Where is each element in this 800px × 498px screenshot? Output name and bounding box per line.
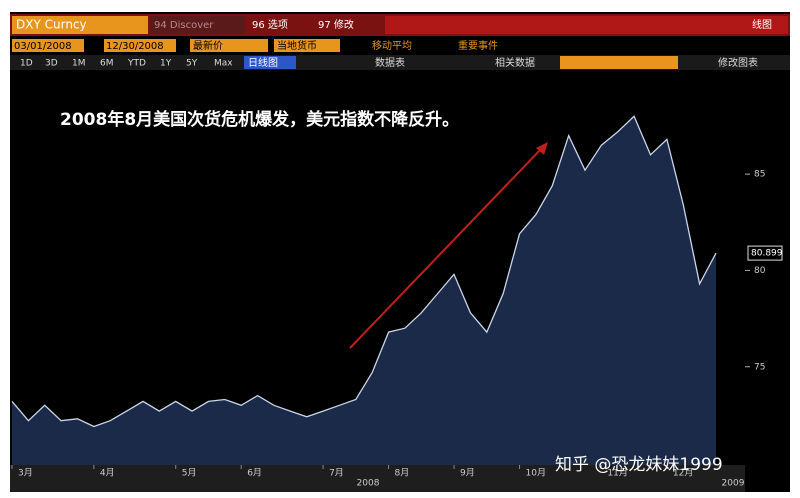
period-button[interactable]: Max xyxy=(214,59,233,69)
moving-avg[interactable]: 移动平均 xyxy=(372,39,412,52)
events[interactable]: 重要事件 xyxy=(458,39,498,52)
line-chart-box xyxy=(244,56,296,69)
x-tick-label: 11月 xyxy=(607,468,627,479)
y-tick-label: 80 xyxy=(754,266,766,276)
discover[interactable]: 94 Discover xyxy=(154,20,214,31)
title-bar xyxy=(385,16,788,34)
edit-chart[interactable]: 修改图表 xyxy=(718,56,758,69)
search-box[interactable] xyxy=(560,56,678,69)
price-field[interactable]: 最新价 xyxy=(193,39,223,52)
x-tick-label: 3月 xyxy=(18,468,33,479)
watermark: 知乎 @恐龙妹妹1999 xyxy=(555,455,723,475)
last-price: 80.899 xyxy=(751,249,783,259)
currency-box xyxy=(274,39,340,52)
y-tick-label: 85 xyxy=(754,170,765,180)
period-button[interactable]: 1D xyxy=(20,59,33,69)
year-label: 2008 xyxy=(357,479,380,489)
data-table[interactable]: 数据表 xyxy=(375,56,405,69)
x-tick-label: 6月 xyxy=(247,468,262,479)
arrow xyxy=(349,147,543,349)
last-price-tag xyxy=(747,245,783,261)
date-box xyxy=(104,39,176,52)
currency[interactable]: 当地货币 xyxy=(277,39,317,52)
ticker[interactable]: DXY Curncy xyxy=(16,18,87,32)
start-date[interactable]: 03/01/2008 xyxy=(14,41,72,52)
x-tick-label: 9月 xyxy=(460,468,475,479)
edit[interactable]: 97 修改 xyxy=(318,18,354,31)
x-tick-label: 10月 xyxy=(526,468,546,479)
x-tick-label: 7月 xyxy=(329,468,344,479)
discover-box xyxy=(150,16,245,34)
period-button[interactable]: 1Y xyxy=(160,59,172,69)
x-axis-band xyxy=(10,465,745,492)
period-button[interactable]: 3D xyxy=(45,59,58,69)
date-box xyxy=(12,39,84,52)
period-button[interactable]: 5Y xyxy=(186,59,198,69)
period-button[interactable]: 6M xyxy=(100,59,114,69)
line xyxy=(11,115,717,428)
field-box xyxy=(190,39,268,52)
arrow-head xyxy=(536,142,548,155)
area xyxy=(12,116,716,466)
ticker-box xyxy=(12,16,148,34)
x-tick-label: 12月 xyxy=(673,468,693,479)
x-tick-label: 4月 xyxy=(100,468,115,479)
end-date[interactable]: 12/30/2008 xyxy=(106,41,164,52)
x-tick-label: 8月 xyxy=(395,468,410,479)
y-tick-label: 75 xyxy=(754,362,765,372)
year-label: 2009 xyxy=(722,479,745,489)
x-tick-label: 5月 xyxy=(182,468,197,479)
period-button[interactable]: 1M xyxy=(72,59,86,69)
annotation: 2008年8月美国次货危机爆发，美元指数不降反升。 xyxy=(60,109,459,130)
related[interactable]: 相关数据 xyxy=(495,56,535,69)
period-button[interactable]: YTD xyxy=(127,59,146,69)
chart-kind: 线图 xyxy=(752,18,772,31)
line-chart[interactable]: 日线图 xyxy=(248,56,278,69)
options[interactable]: 96 选项 xyxy=(252,18,288,31)
